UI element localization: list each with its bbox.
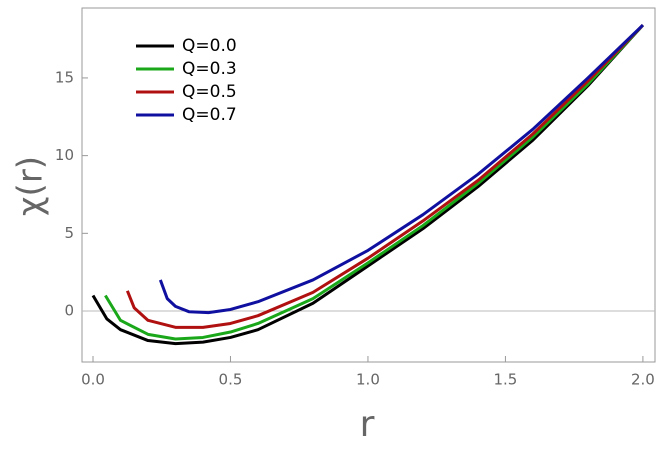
plot-frame (81, 7, 656, 363)
x-axis-label: r (360, 404, 375, 445)
x-tick-label: 2.0 (631, 371, 655, 389)
y-tick-label: 5 (64, 224, 74, 242)
y-tick-label: 10 (55, 146, 74, 164)
series-line (125, 24, 644, 329)
series-line (158, 24, 644, 315)
legend-label: Q=0.5 (182, 82, 237, 102)
y-tick-label: 15 (55, 68, 74, 86)
x-tick-label: 0.5 (219, 371, 243, 389)
x-tick-label: 1.0 (356, 371, 380, 389)
x-tick-label: 0.0 (81, 371, 105, 389)
y-tick-label: 0 (64, 302, 74, 320)
legend: Q=0.0 Q=0.3 Q=0.5 Q=0.7 (136, 36, 237, 125)
legend-label: Q=0.0 (182, 36, 237, 56)
x-tick-label: 1.5 (493, 371, 517, 389)
legend-label: Q=0.7 (182, 105, 237, 125)
series-line (104, 24, 644, 341)
series-line (91, 24, 645, 346)
y-axis-label: χ(r) (11, 156, 51, 216)
legend-label: Q=0.3 (182, 59, 237, 79)
